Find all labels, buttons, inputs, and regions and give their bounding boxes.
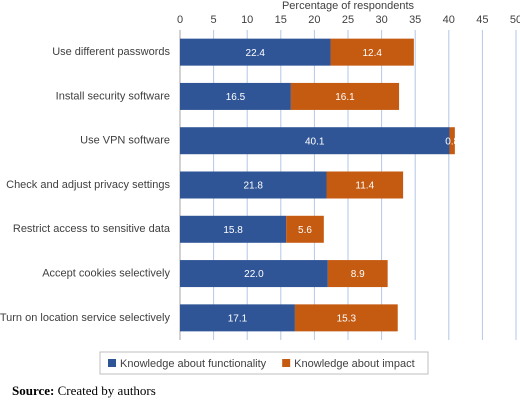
x-tick-label: 0 xyxy=(177,14,183,26)
bar-segment xyxy=(294,304,398,332)
value-label: 21.8 xyxy=(244,181,264,192)
x-tick-label: 5 xyxy=(211,14,217,26)
source-label: Source: xyxy=(12,383,54,398)
value-label: 40.1 xyxy=(305,136,325,147)
value-label: 17.1 xyxy=(228,313,248,324)
bar-segment xyxy=(180,260,328,288)
y-tick-label: Restrict access to sensitive data xyxy=(13,223,171,235)
y-tick-label: Install security software xyxy=(56,90,170,102)
legend-label: Knowledge about functionality xyxy=(120,358,267,370)
y-tick-label: Use different passwords xyxy=(52,46,170,58)
value-label: 22.4 xyxy=(246,48,266,59)
bar-segment xyxy=(327,260,388,288)
bar-segment xyxy=(330,38,414,66)
value-label: 11.4 xyxy=(355,181,374,192)
bar-segment xyxy=(449,127,455,155)
value-label: 12.4 xyxy=(362,48,382,59)
value-label: 0.8 xyxy=(445,136,459,147)
bar-segment xyxy=(180,171,327,199)
value-label: 22.0 xyxy=(244,269,264,280)
x-tick-label: 20 xyxy=(308,14,320,26)
legend-label: Knowledge about impact xyxy=(294,358,414,370)
bar-segment xyxy=(180,304,295,332)
bar-segment xyxy=(180,127,450,155)
x-tick-label: 35 xyxy=(409,14,421,26)
value-label: 16.1 xyxy=(335,92,355,103)
source: Source: Created by authors xyxy=(12,383,156,398)
bar-segment xyxy=(180,82,291,110)
x-tick-label: 30 xyxy=(375,14,387,26)
x-tick-label: 45 xyxy=(476,14,488,26)
x-axis-title: Percentage of respondents xyxy=(282,0,415,12)
x-tick-label: 50 xyxy=(510,14,520,26)
x-tick-label: 40 xyxy=(443,14,455,26)
x-tick-label: 10 xyxy=(241,14,253,26)
value-label: 5.6 xyxy=(298,225,312,236)
bar-segment xyxy=(326,171,404,199)
value-label: 8.9 xyxy=(351,269,365,280)
y-tick-label: Accept cookies selectively xyxy=(42,267,170,279)
x-tick-label: 25 xyxy=(342,14,354,26)
bar-segment xyxy=(180,215,287,243)
legend-box xyxy=(99,351,429,375)
bar-segment xyxy=(290,82,400,110)
x-tick-label: 15 xyxy=(275,14,287,26)
bar-segment xyxy=(286,215,324,243)
value-label: 15.3 xyxy=(337,313,357,324)
y-tick-label: Check and adjust privacy settings xyxy=(6,179,170,191)
legend-swatch xyxy=(108,359,116,367)
source-text: Created by authors xyxy=(58,383,156,398)
bar-segment xyxy=(180,38,331,66)
y-tick-label: Use VPN software xyxy=(80,135,170,147)
value-label: 15.8 xyxy=(223,225,243,236)
value-label: 16.5 xyxy=(226,92,246,103)
legend-swatch xyxy=(282,359,291,367)
y-tick-label: Turn on location service selectively xyxy=(0,312,170,324)
